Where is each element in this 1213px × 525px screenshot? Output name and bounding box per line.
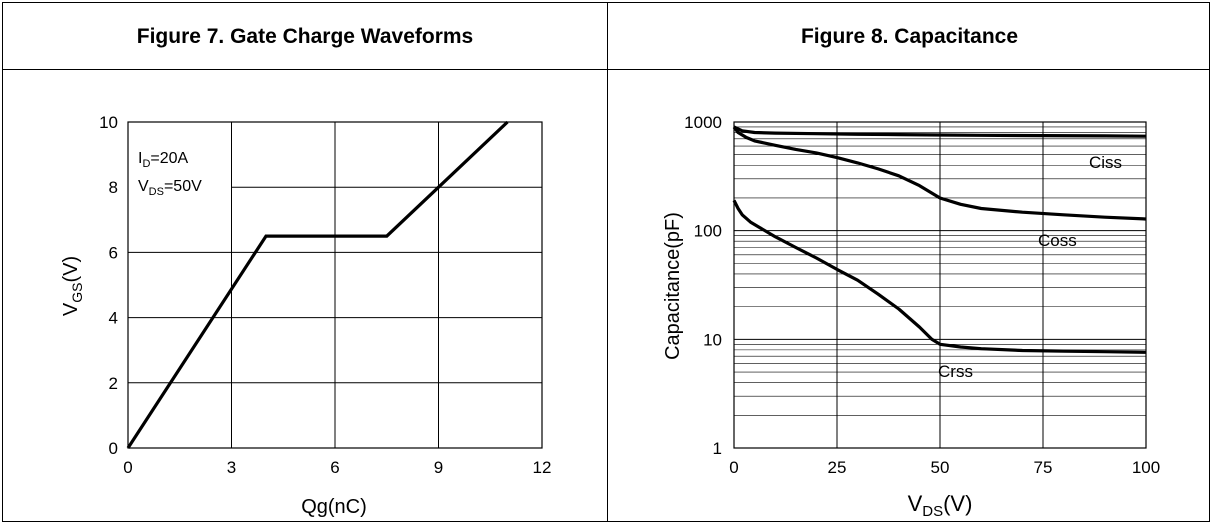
chart1-plot-border [127,121,543,449]
chart1-xtick-label: 6 [330,458,339,477]
chart2-xtick-label: 100 [1132,458,1160,477]
series-label-bg [936,362,975,381]
chart2-xtick-label: 75 [1034,458,1053,477]
chart1-ytick-label: 0 [109,439,118,458]
chart1-ytick-label: 6 [109,243,118,262]
figure8-title: Figure 8. Capacitance [800,25,1019,48]
chart2-ytick-label: 1 [713,439,722,458]
svg-text:Capacitance(pF): Capacitance(pF) [662,212,684,360]
chart2-series-coss [732,126,1147,221]
chart2-series-ciss [733,125,1147,138]
chart2-xlabel: VDS(V) [908,491,973,520]
chart2-ylabel: Capacitance(pF) [662,212,684,360]
series-label-crss: Crss [938,362,973,381]
chart1-annotation-vds: VDS=50V [138,178,202,198]
series-label-ciss: Ciss [1089,153,1122,172]
series-label-bg [1087,153,1125,172]
chart2-ytick-label: 100 [694,222,722,241]
chart1-ylabel: VGS(V) [60,256,85,316]
chart1-ytick-label: 10 [99,113,118,132]
panel-divider [607,3,608,521]
chart1-annotation-id: ID=20A [138,150,189,170]
chart1-xtick-label: 3 [227,458,236,477]
chart2-xtick-label: 50 [931,458,950,477]
chart1-xlabel: Qg(nC) [301,496,367,518]
series-label-coss: Coss [1038,231,1077,250]
chart1-ytick-label: 4 [109,309,118,328]
chart1-ytick-label: 2 [109,374,118,393]
chart2-ytick-label: 10 [703,330,722,349]
chart2-xtick-label: 25 [828,458,847,477]
chart1-series-line [126,120,509,449]
chart2-ytick-label: 1000 [684,113,722,132]
chart2-series-crss [732,199,1147,354]
chart1-xtick-label: 9 [434,458,443,477]
figure7-title: Figure 7. Gate Charge Waveforms [136,25,474,48]
chart1-ytick-label: 8 [109,178,118,197]
title-divider [3,69,1209,70]
chart2-plot-border [733,121,1147,449]
svg-text:VGS(V): VGS(V) [60,256,85,316]
chart1-xtick-label: 0 [123,458,132,477]
chart2-xtick-label: 0 [729,458,738,477]
chart1-xtick-label: 12 [533,458,552,477]
